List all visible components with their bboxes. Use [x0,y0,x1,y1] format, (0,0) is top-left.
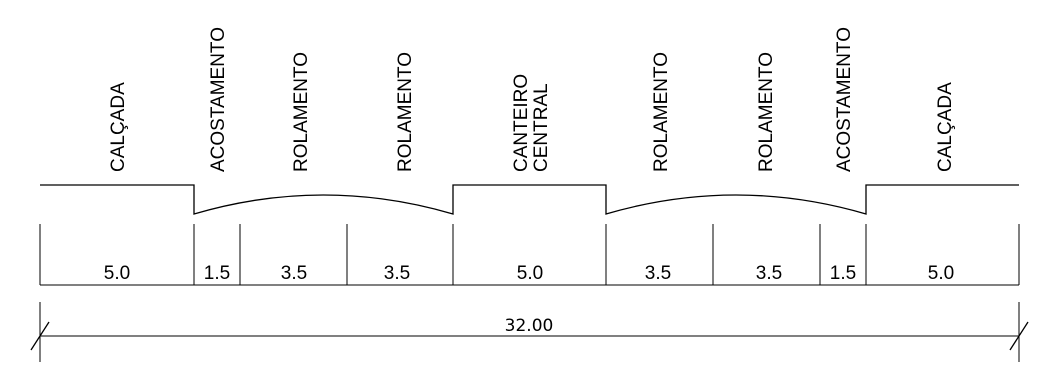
dimension-tick-right [1009,321,1029,351]
zone-label-acostamento-left: ACOSTAMENTO [208,27,229,172]
width-value-canteiro: 5.0 [517,263,543,284]
zone-label-rolamento-2: ROLAMENTO [395,52,416,172]
dimension-tick-left [30,321,50,351]
zone-label-calcada-right: CALÇADA [935,82,956,172]
zone-label-canteiro: CANTEIRO [511,74,532,172]
zone-label-central: CENTRAL [531,83,552,172]
width-value-calcada-left: 5.0 [104,263,130,284]
width-value-calcada-right: 5.0 [928,263,954,284]
width-value-rolamento-3: 3.5 [645,263,671,284]
width-value-rolamento-4: 3.5 [756,263,782,284]
zone-dividers [39,224,1020,285]
width-value-acostamento-right: 1.5 [830,263,856,284]
zone-label-rolamento-3: ROLAMENTO [651,52,672,172]
road-profile-line [40,184,1019,215]
zone-label-acostamento-right: ACOSTAMENTO [834,27,855,172]
total-dimension [30,302,1029,362]
width-value-rolamento-1: 3.5 [281,263,307,284]
zone-label-calcada-left: CALÇADA [108,82,129,172]
total-width-value: 32.00 [505,316,554,336]
width-value-acostamento-left: 1.5 [204,263,230,284]
zone-label-rolamento-4: ROLAMENTO [756,52,777,172]
width-value-rolamento-2: 3.5 [384,263,410,284]
zone-label-rolamento-1: ROLAMENTO [291,52,312,172]
